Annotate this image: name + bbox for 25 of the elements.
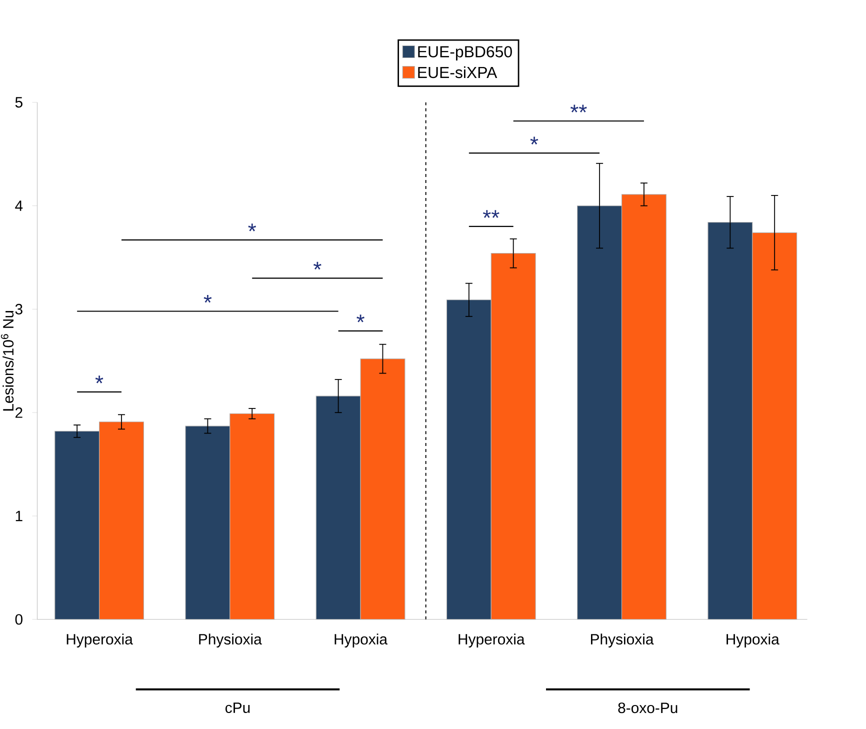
text: cPu (226, 702, 250, 713)
legend-label: EUE-siXPA (418, 66, 498, 78)
legend-label: EUE-pBD650 (418, 46, 512, 60)
x-tick-label: Hyperoxia (458, 634, 525, 648)
y-axis-title: Lesions/10$^{6}$ Nu (0, 310, 14, 411)
annotation: * (530, 136, 538, 144)
annotation: * (314, 262, 322, 270)
annotation: ** (482, 210, 500, 218)
annotation: * (356, 314, 364, 322)
x-tick-label: Physioxia (199, 634, 262, 648)
annotation: * (248, 224, 256, 232)
y-tick-label: 0 (15, 614, 22, 625)
x-tick-label: Hypoxia (334, 634, 388, 648)
x-tick-label: Hyperoxia (66, 634, 133, 648)
annotation: ** (570, 104, 587, 112)
y-tick-label: 4 (15, 200, 23, 211)
annotation: * (204, 294, 212, 303)
y-tick-label: 5 (15, 97, 22, 108)
text: 8-oxo-Pu (618, 702, 678, 714)
x-tick-label: Physioxia (591, 634, 654, 648)
y-tick-label: 3 (15, 304, 22, 314)
y-tick-label: 2 (15, 407, 22, 418)
x-tick-label: Hypoxia (726, 634, 780, 648)
annotation: * (95, 376, 104, 384)
y-tick-label: 1 (16, 510, 22, 522)
